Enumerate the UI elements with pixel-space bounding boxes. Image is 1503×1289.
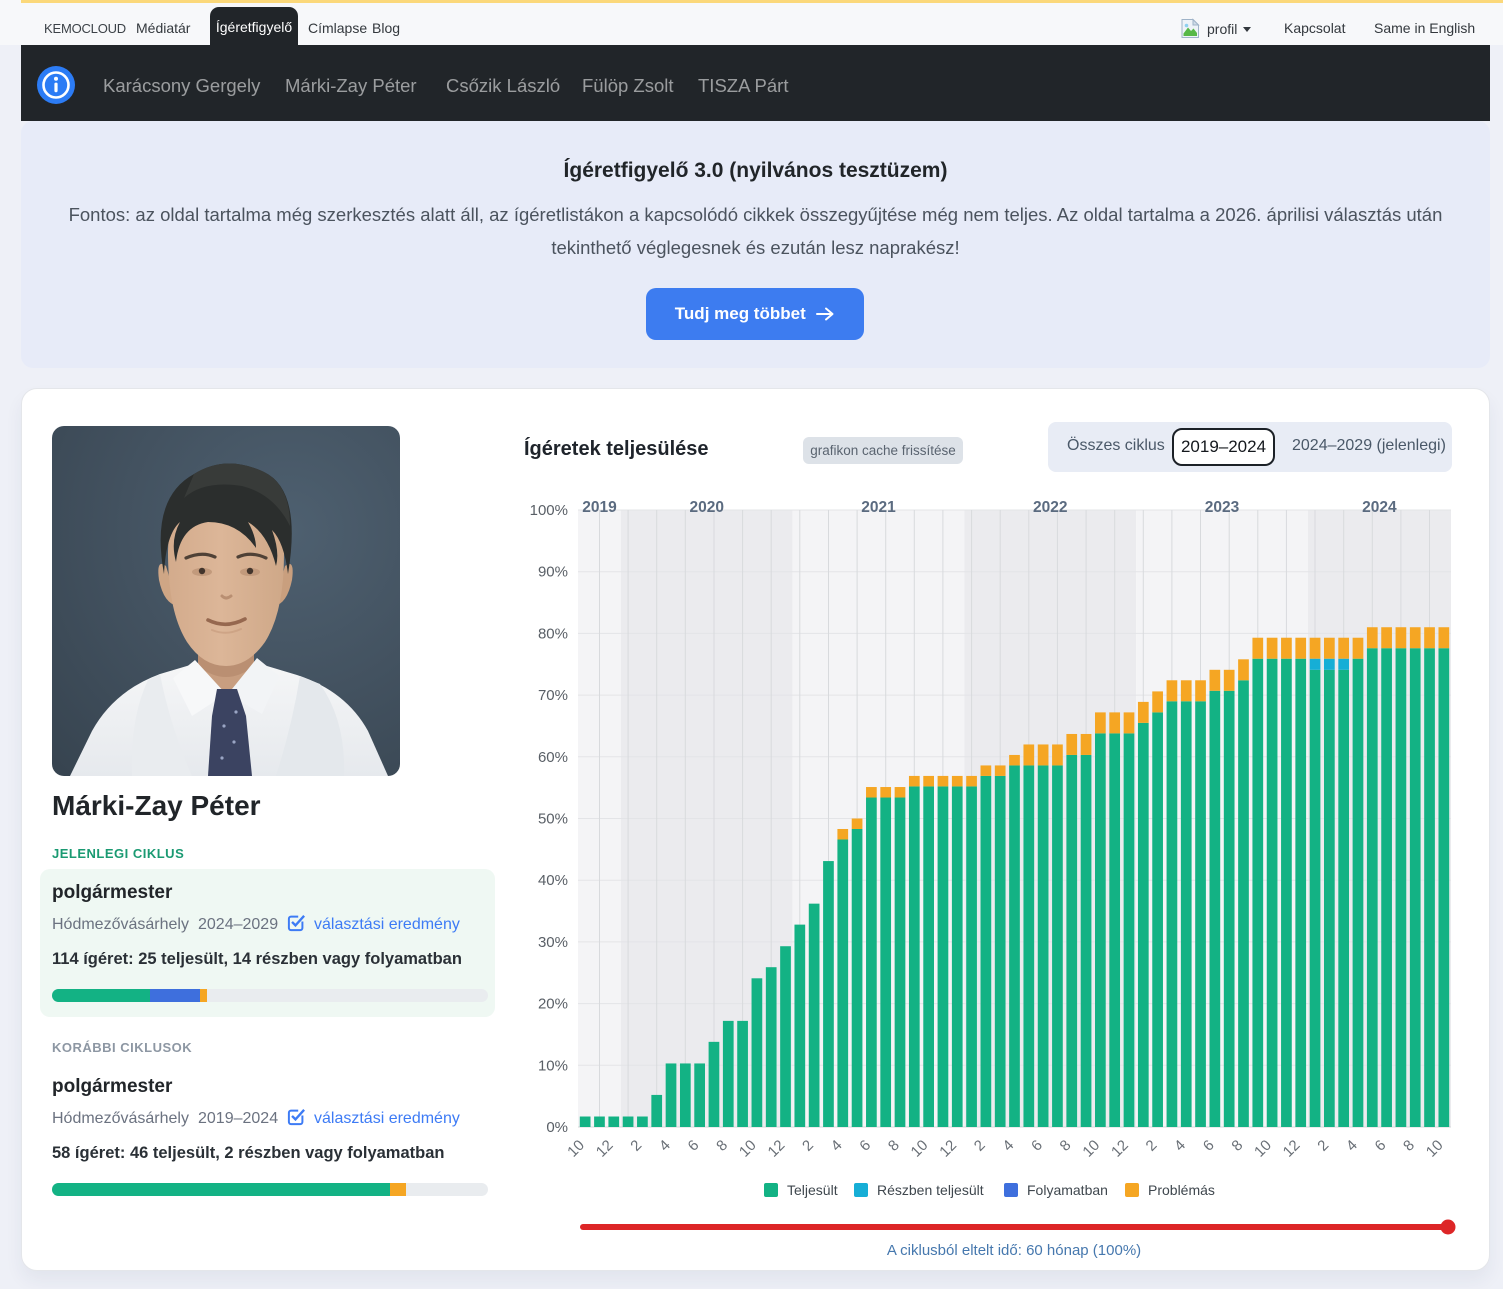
- svg-text:2021: 2021: [861, 499, 896, 516]
- svg-text:Teljesült: Teljesült: [787, 1182, 838, 1198]
- svg-text:12: 12: [593, 1137, 617, 1161]
- svg-text:8: 8: [1228, 1137, 1246, 1155]
- svg-text:90%: 90%: [538, 564, 568, 581]
- svg-text:10: 10: [564, 1137, 588, 1161]
- svg-text:6: 6: [856, 1137, 874, 1155]
- svg-text:2020: 2020: [690, 499, 724, 516]
- svg-text:12: 12: [1280, 1137, 1304, 1161]
- svg-text:Problémás: Problémás: [1148, 1182, 1215, 1198]
- svg-text:A ciklusból eltelt idő: 60 hón: A ciklusból eltelt idő: 60 hónap (100%): [887, 1242, 1141, 1259]
- svg-text:6: 6: [1028, 1137, 1046, 1155]
- svg-text:2024: 2024: [1362, 499, 1397, 516]
- svg-text:40%: 40%: [538, 872, 568, 889]
- svg-text:10: 10: [1251, 1137, 1275, 1161]
- svg-text:30%: 30%: [538, 934, 568, 951]
- svg-text:6: 6: [685, 1137, 703, 1155]
- svg-text:4: 4: [1343, 1137, 1361, 1155]
- svg-text:50%: 50%: [538, 811, 568, 828]
- svg-text:100%: 100%: [530, 502, 568, 519]
- svg-text:2: 2: [1143, 1137, 1161, 1155]
- svg-text:4: 4: [828, 1137, 846, 1155]
- svg-text:8: 8: [1057, 1137, 1075, 1155]
- svg-text:10: 10: [1079, 1137, 1103, 1161]
- svg-text:8: 8: [713, 1137, 731, 1155]
- svg-text:4: 4: [999, 1137, 1017, 1155]
- svg-text:Részben teljesült: Részben teljesült: [877, 1182, 984, 1198]
- svg-text:12: 12: [765, 1137, 789, 1161]
- svg-text:12: 12: [1108, 1137, 1132, 1161]
- svg-text:2: 2: [971, 1137, 989, 1155]
- svg-text:10%: 10%: [538, 1057, 568, 1074]
- svg-text:8: 8: [1400, 1137, 1418, 1155]
- svg-text:2019: 2019: [582, 499, 617, 516]
- svg-text:2: 2: [1314, 1137, 1332, 1155]
- svg-text:80%: 80%: [538, 625, 568, 642]
- svg-text:6: 6: [1372, 1137, 1390, 1155]
- svg-text:8: 8: [885, 1137, 903, 1155]
- svg-text:4: 4: [656, 1137, 674, 1155]
- svg-text:2023: 2023: [1205, 499, 1240, 516]
- svg-text:2: 2: [627, 1137, 645, 1155]
- svg-text:2: 2: [799, 1137, 817, 1155]
- svg-text:6: 6: [1200, 1137, 1218, 1155]
- svg-text:2022: 2022: [1033, 499, 1067, 516]
- svg-text:0%: 0%: [546, 1119, 568, 1136]
- svg-text:Folyamatban: Folyamatban: [1027, 1182, 1108, 1198]
- svg-text:70%: 70%: [538, 687, 568, 704]
- svg-text:12: 12: [936, 1137, 960, 1161]
- svg-text:10: 10: [908, 1137, 932, 1161]
- svg-text:60%: 60%: [538, 749, 568, 766]
- svg-text:4: 4: [1171, 1137, 1189, 1155]
- svg-text:10: 10: [736, 1137, 760, 1161]
- svg-text:10: 10: [1423, 1137, 1447, 1161]
- svg-text:20%: 20%: [538, 996, 568, 1013]
